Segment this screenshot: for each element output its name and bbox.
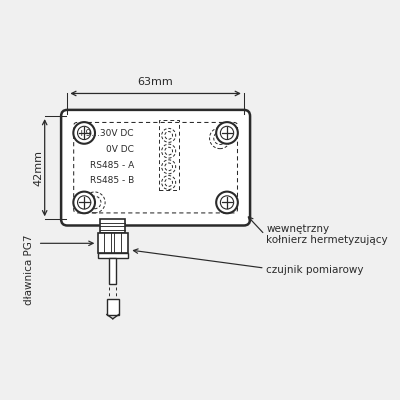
Text: 63mm: 63mm	[138, 77, 174, 87]
Circle shape	[220, 126, 234, 140]
Text: +9...30V DC: +9...30V DC	[78, 129, 134, 138]
Text: RS485 - B: RS485 - B	[90, 176, 134, 185]
Circle shape	[73, 192, 95, 213]
Text: 0V DC: 0V DC	[106, 145, 134, 154]
Bar	[109, 258, 116, 284]
Text: wewnętrzny: wewnętrzny	[266, 224, 330, 234]
Bar	[159, 120, 179, 190]
FancyBboxPatch shape	[61, 110, 250, 226]
Text: RS485 - A: RS485 - A	[90, 160, 134, 170]
Text: dławnica PG7: dławnica PG7	[24, 235, 34, 305]
Bar	[98, 254, 128, 258]
Bar	[98, 233, 128, 254]
Circle shape	[216, 122, 238, 144]
Circle shape	[78, 126, 91, 140]
Circle shape	[216, 192, 238, 213]
Bar	[107, 299, 119, 314]
Bar	[100, 219, 125, 233]
Text: kołnierz hermetyzujący: kołnierz hermetyzujący	[266, 235, 388, 245]
Circle shape	[78, 196, 91, 209]
Text: czujnik pomiarowy: czujnik pomiarowy	[266, 265, 364, 275]
Text: 42mm: 42mm	[34, 150, 44, 186]
Circle shape	[220, 196, 234, 209]
Circle shape	[73, 122, 95, 144]
